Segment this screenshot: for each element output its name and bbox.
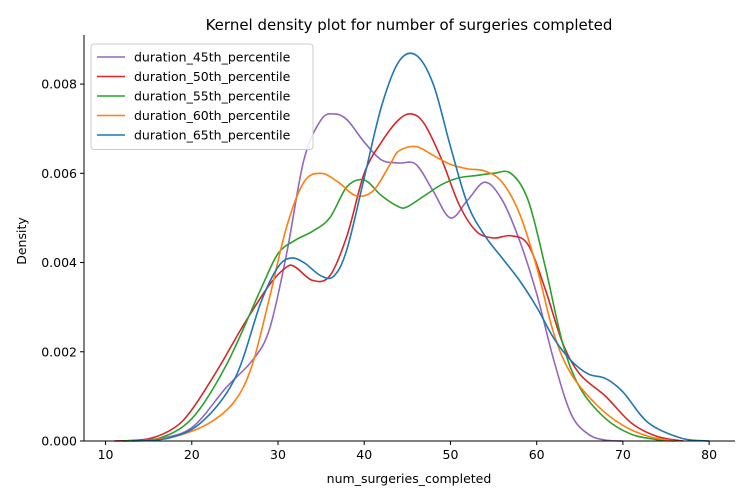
series-line-5 (131, 52, 710, 442)
y-tick-label: 0.006 (41, 166, 77, 181)
y-tick-label: 0.004 (41, 255, 77, 270)
series-line-4 (139, 145, 675, 442)
axes-layer: 10 20 30 40 50 60 70 80 0.000 0.002 0.004 0.006 0.00… (41, 35, 735, 462)
legend-entry: duration_65th_percentile (134, 128, 291, 143)
chart-title: Kernel density plot for number of surger… (206, 16, 613, 34)
legend-box (90, 43, 314, 150)
series-layer (114, 52, 710, 442)
legend-entry: duration_50th_percentile (134, 69, 291, 84)
x-tick-label: 20 (184, 447, 200, 462)
y-tick-label: 0.002 (41, 344, 77, 359)
x-tick-label: 30 (270, 447, 286, 462)
series-line-1 (122, 112, 623, 442)
legend: duration_45th_percentile duration_50th_pe… (90, 43, 314, 150)
series-line-3 (122, 170, 675, 442)
x-tick-label: 50 (443, 447, 459, 462)
legend-entry: duration_55th_percentile (134, 89, 291, 104)
x-tick-label: 10 (98, 447, 114, 462)
x-tick-label: 60 (529, 447, 545, 462)
y-tick-label: 0.000 (41, 434, 77, 449)
legend-entry: duration_45th_percentile (134, 50, 291, 65)
y-tick-label: 0.008 (41, 77, 77, 92)
x-axis-label: num_surgeries_completed (327, 471, 492, 486)
x-tick-label: 70 (615, 447, 631, 462)
legend-entry: duration_60th_percentile (134, 108, 291, 123)
x-tick-label: 40 (356, 447, 372, 462)
y-axis-label: Density (14, 217, 29, 265)
x-tick-label: 80 (701, 447, 717, 462)
